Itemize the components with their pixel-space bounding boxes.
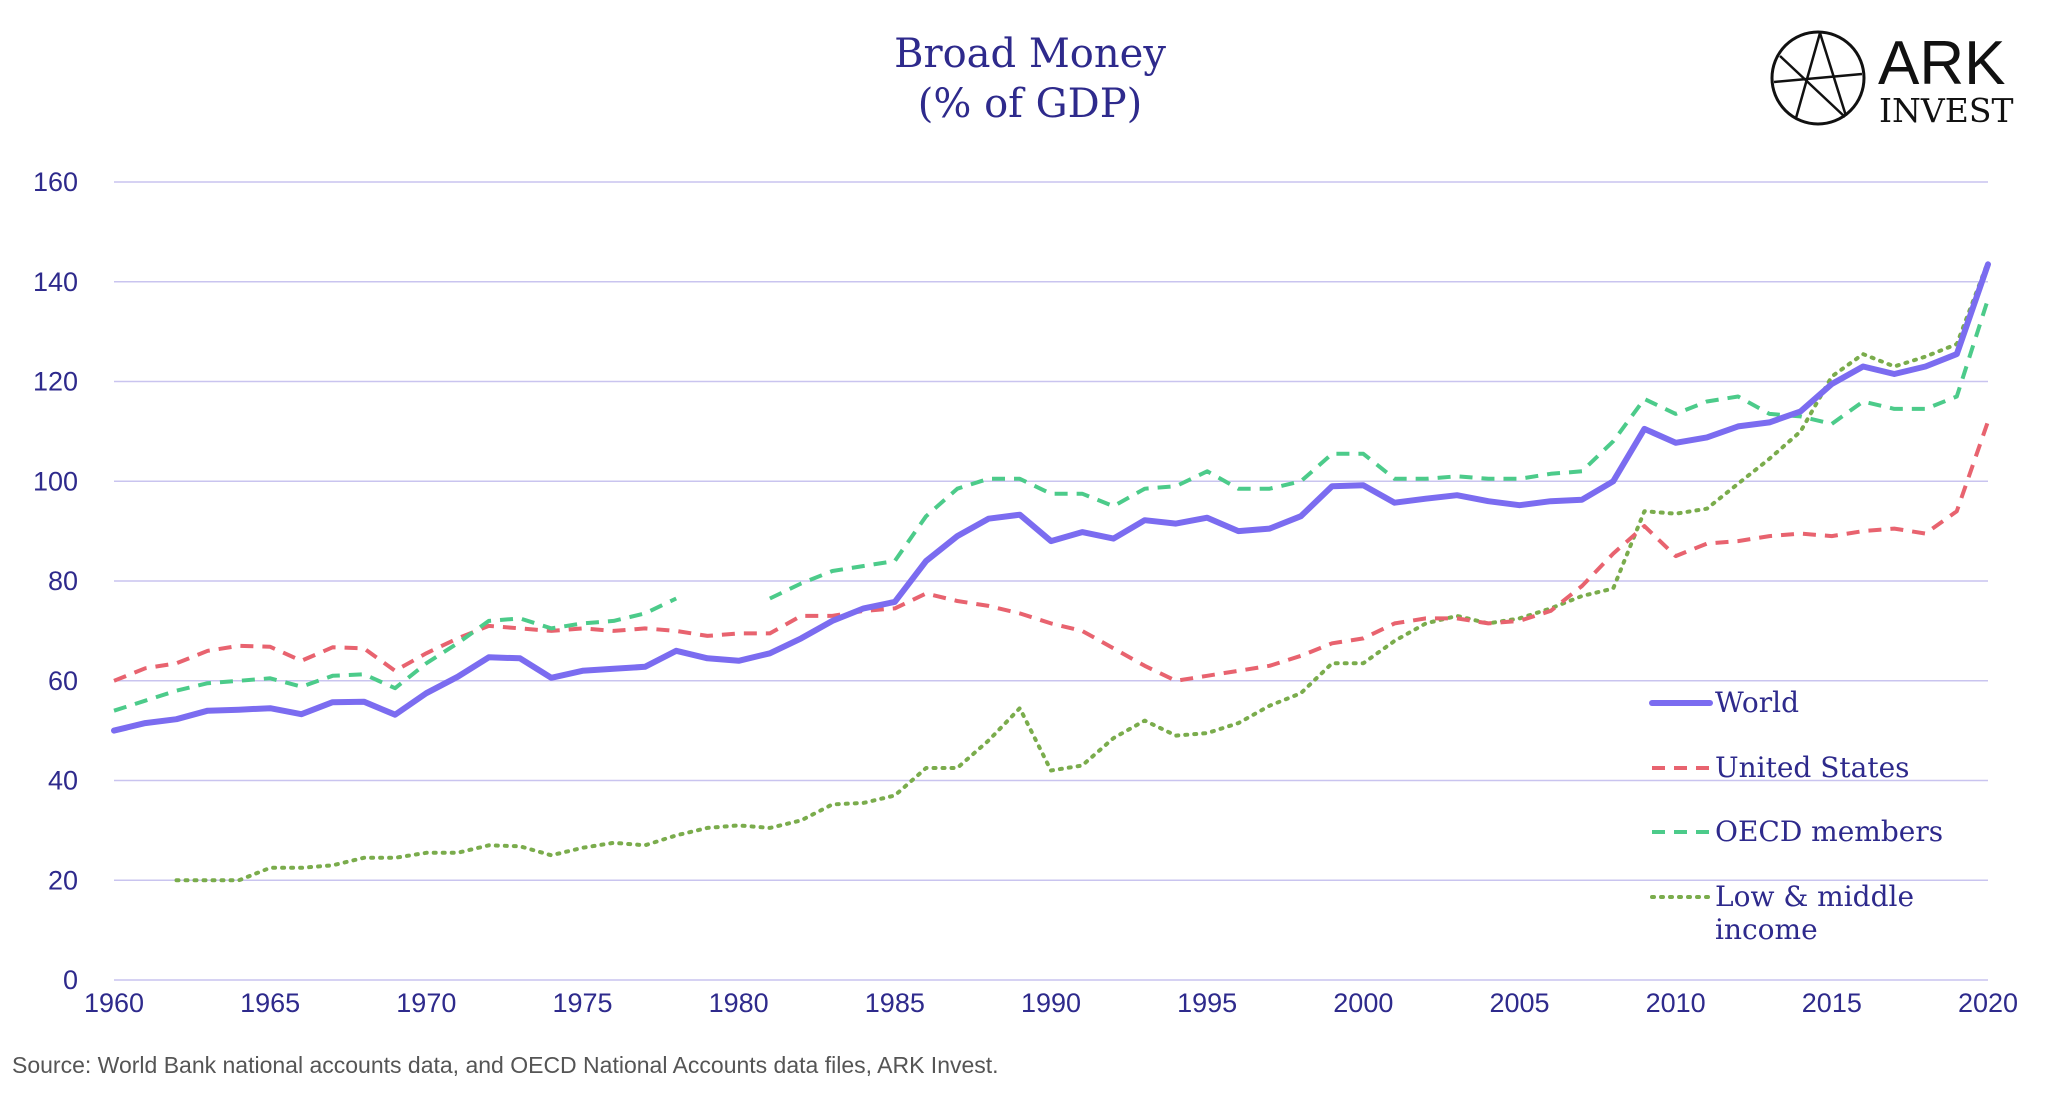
x-tick-label: 1960 bbox=[84, 988, 144, 1018]
series-lines bbox=[111, 259, 1991, 883]
series-line-oecd-members bbox=[113, 298, 1990, 713]
legend-label: World bbox=[1715, 686, 1799, 719]
ark-logo: ARK INVEST bbox=[1770, 29, 2013, 130]
x-tick-label: 1995 bbox=[1177, 988, 1237, 1018]
x-tick-label: 1980 bbox=[709, 988, 769, 1018]
ark-logo-subtitle: INVEST bbox=[1879, 91, 2013, 130]
gridlines bbox=[114, 181, 1988, 981]
x-tick-label: 1985 bbox=[865, 988, 925, 1018]
x-tick-label: 2005 bbox=[1489, 988, 1549, 1018]
y-axis-ticks: 0 20 40 60 80 100 120 140 160 bbox=[33, 167, 78, 995]
y-tick-label: 20 bbox=[48, 865, 78, 895]
series-line-low-middle-income bbox=[174, 259, 1990, 883]
y-tick-label: 40 bbox=[48, 766, 78, 796]
y-tick-label: 80 bbox=[48, 566, 78, 596]
y-tick-label: 60 bbox=[48, 666, 78, 696]
ark-logo-name: ARK bbox=[1878, 29, 2005, 98]
x-tick-label: 1970 bbox=[396, 988, 456, 1018]
source-note: Source: World Bank national accounts dat… bbox=[12, 1052, 999, 1078]
x-tick-label: 2000 bbox=[1333, 988, 1393, 1018]
y-tick-label: 100 bbox=[33, 466, 78, 496]
x-tick-label: 1975 bbox=[552, 988, 612, 1018]
y-tick-label: 120 bbox=[33, 367, 78, 397]
x-tick-label: 2010 bbox=[1646, 988, 1706, 1018]
legend-label: Low & middle bbox=[1715, 880, 1914, 913]
x-tick-label: 2015 bbox=[1802, 988, 1862, 1018]
ark-logo-mark-icon bbox=[1770, 30, 1866, 126]
legend: World United States OECD members Low & midd… bbox=[1649, 686, 1943, 946]
x-tick-label: 1990 bbox=[1021, 988, 1081, 1018]
series-line-united-states bbox=[113, 420, 1990, 683]
y-tick-label: 0 bbox=[63, 965, 78, 995]
y-tick-label: 140 bbox=[33, 267, 78, 297]
x-axis-ticks: 1960 1965 1970 1975 1980 1985 1990 1995 2000 2005… bbox=[84, 988, 2018, 1018]
chart-title-line-2: (% of GDP) bbox=[918, 81, 1142, 127]
chart-title-line-1: Broad Money bbox=[894, 31, 1166, 77]
legend-label: income bbox=[1715, 913, 1818, 946]
y-tick-label: 160 bbox=[33, 167, 78, 197]
legend-label: OECD members bbox=[1715, 815, 1943, 848]
legend-label: United States bbox=[1715, 751, 1910, 784]
x-tick-label: 2020 bbox=[1958, 988, 2018, 1018]
x-tick-label: 1965 bbox=[240, 988, 300, 1018]
series-line-world bbox=[111, 261, 1991, 734]
